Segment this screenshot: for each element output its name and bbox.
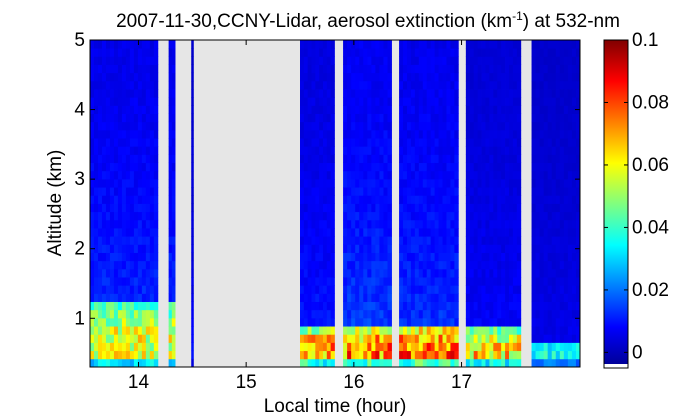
measurement-segment — [465, 40, 522, 368]
x-axis-ticks: 14 15 16 17 — [128, 40, 472, 393]
measurement-segment — [168, 40, 176, 368]
x-tick-label: 16 — [343, 372, 364, 393]
colorbar-tick-label: 0.06 — [632, 155, 669, 176]
y-tick-label: 5 — [74, 30, 85, 51]
x-axis-label: Local time (hour) — [264, 396, 407, 417]
x-tick-label: 14 — [128, 372, 150, 393]
measurement-segment — [90, 40, 159, 368]
y-tick-label: 3 — [74, 169, 85, 190]
colorbar: 0 0.02 0.04 0.06 0.08 0.1 — [603, 30, 669, 369]
measurement-segment — [191, 40, 194, 368]
colorbar-tick-label: 0.1 — [632, 30, 658, 51]
measurement-segment — [343, 40, 392, 368]
y-axis-label: Altitude (km) — [45, 150, 66, 257]
chart-title: 2007-11-30,CCNY-Lidar, aerosol extinctio… — [116, 9, 620, 32]
colorbar-tick-label: 0.02 — [632, 280, 669, 301]
colorbar-tick-label: 0 — [632, 342, 643, 363]
x-tick-label: 15 — [236, 372, 257, 393]
y-tick-label: 4 — [74, 100, 85, 121]
y-tick-label: 1 — [74, 308, 85, 329]
measurement-segment — [300, 40, 335, 368]
measurement-segment — [399, 40, 459, 368]
colorbar-tick-label: 0.04 — [632, 217, 669, 238]
colorbar-gradient — [604, 40, 628, 368]
colorbar-tick-label: 0.08 — [632, 92, 669, 113]
measurement-segment — [531, 40, 581, 368]
x-tick-label: 17 — [451, 372, 472, 393]
y-axis-ticks: 1 2 3 4 5 — [74, 30, 580, 329]
colorbar-nodata-swatch — [604, 364, 628, 368]
colorbar-frame — [603, 39, 629, 369]
plot-area — [89, 39, 581, 368]
plot-frame — [89, 39, 581, 368]
y-tick-label: 2 — [74, 239, 85, 260]
